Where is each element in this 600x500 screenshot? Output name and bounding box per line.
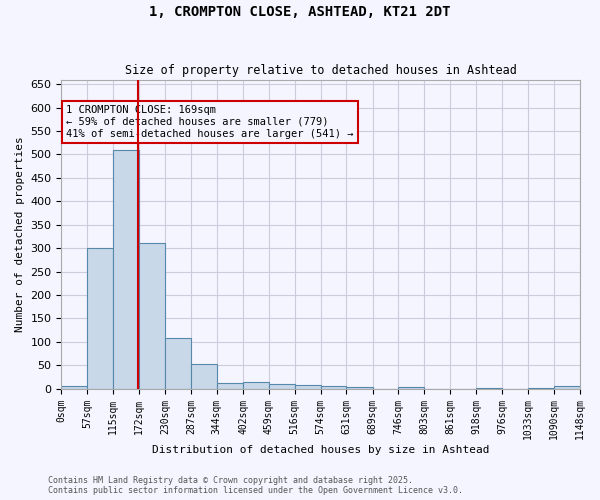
Bar: [269, 384, 295, 388]
Bar: [166, 338, 191, 388]
Bar: [321, 386, 346, 388]
Bar: [295, 386, 321, 388]
Bar: [191, 364, 217, 388]
Bar: [554, 386, 580, 388]
Bar: [61, 386, 87, 388]
Bar: [87, 248, 113, 388]
Title: Size of property relative to detached houses in Ashtead: Size of property relative to detached ho…: [125, 64, 517, 77]
X-axis label: Distribution of detached houses by size in Ashtead: Distribution of detached houses by size …: [152, 445, 490, 455]
Bar: [346, 387, 373, 388]
Bar: [217, 383, 243, 388]
Text: 1, CROMPTON CLOSE, ASHTEAD, KT21 2DT: 1, CROMPTON CLOSE, ASHTEAD, KT21 2DT: [149, 5, 451, 19]
Bar: [398, 387, 424, 388]
Bar: [113, 150, 139, 388]
Text: Contains HM Land Registry data © Crown copyright and database right 2025.
Contai: Contains HM Land Registry data © Crown c…: [48, 476, 463, 495]
Text: 1 CROMPTON CLOSE: 169sqm
← 59% of detached houses are smaller (779)
41% of semi-: 1 CROMPTON CLOSE: 169sqm ← 59% of detach…: [66, 106, 353, 138]
Bar: [243, 382, 269, 388]
Y-axis label: Number of detached properties: Number of detached properties: [15, 136, 25, 332]
Bar: [139, 244, 166, 388]
